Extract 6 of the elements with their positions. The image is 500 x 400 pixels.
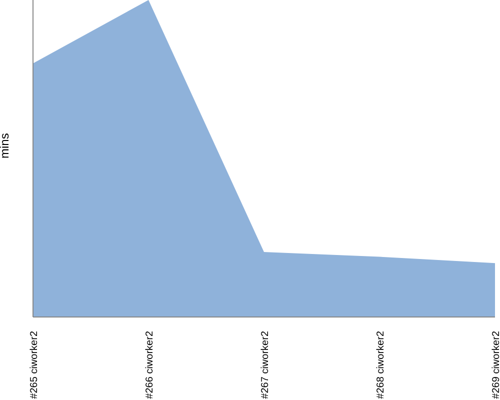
x-tick-label: #265 ciworker2 <box>29 330 40 399</box>
x-tick-label: #266 ciworker2 <box>144 330 156 399</box>
x-tick-label: #268 ciworker2 <box>376 330 386 399</box>
y-axis-title: mins <box>0 133 12 158</box>
x-tick-label: #267 ciworker2 <box>260 330 271 399</box>
x-tick-label: #269 ciworker2 <box>491 330 500 399</box>
